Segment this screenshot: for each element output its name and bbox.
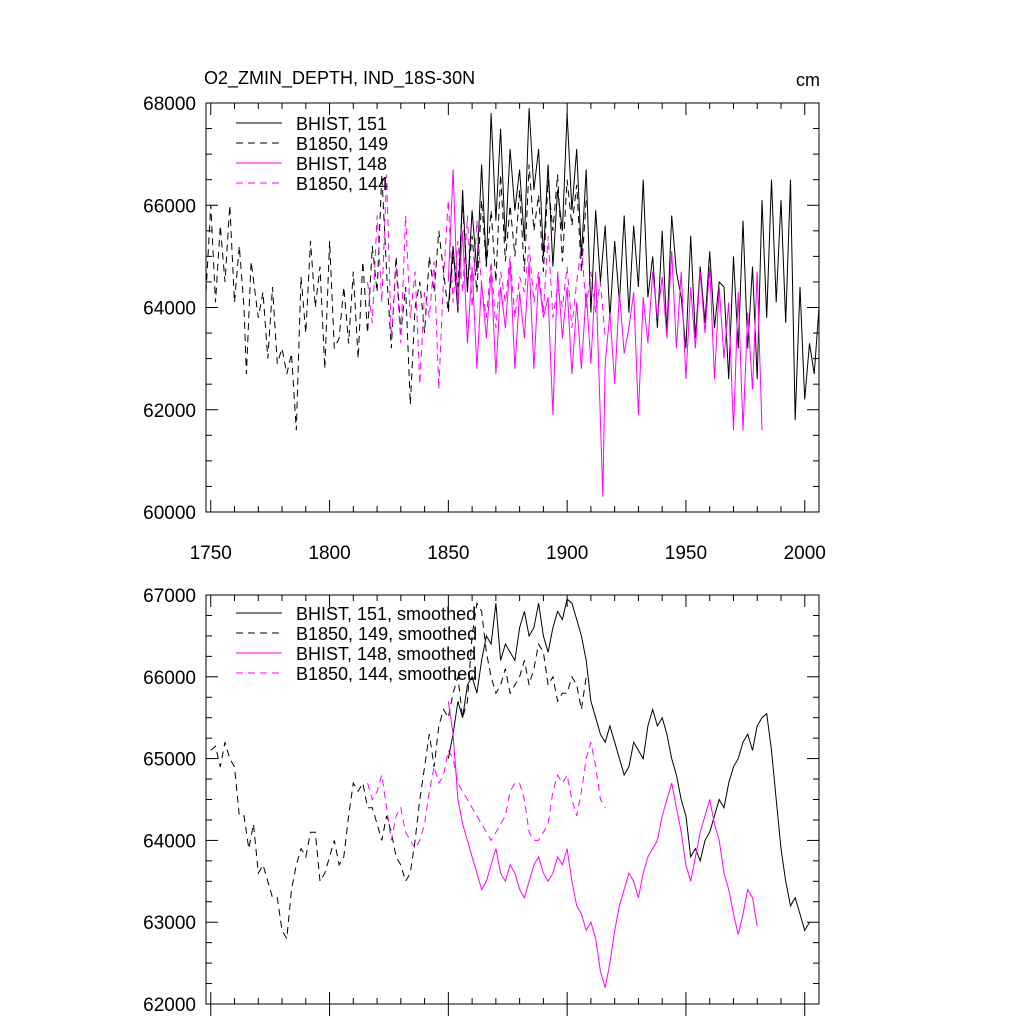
y-tick-label: 66000	[143, 668, 196, 689]
legend-label: BHIST, 148	[296, 154, 387, 174]
y-tick-label: 64000	[143, 299, 196, 320]
series-line	[205, 164, 587, 431]
axes: 60000 62000 64000 66000 68000 1750 1800 1850 190…	[143, 94, 826, 564]
x-tick-label: 1950	[665, 543, 707, 564]
x-tick-label: 2000	[784, 543, 826, 564]
series-group	[205, 108, 820, 497]
y-tick-label: 64000	[143, 831, 196, 852]
legend-label: B1850, 144, smoothed	[296, 664, 477, 684]
legend-label: B1850, 149, smoothed	[296, 624, 477, 644]
series-line	[367, 174, 606, 390]
y-tick-label: 62000	[143, 995, 196, 1016]
y-tick-label: 63000	[143, 913, 196, 934]
series-line	[447, 701, 758, 988]
legend-label: BHIST, 148, smoothed	[296, 644, 476, 664]
units-label: cm	[796, 70, 820, 90]
x-tick-label: 1800	[308, 543, 350, 564]
legend-label: BHIST, 151	[296, 114, 387, 134]
legend-label: BHIST, 151, smoothed	[296, 604, 476, 624]
y-tick-label: 62000	[143, 401, 196, 422]
series-group	[210, 598, 810, 988]
y-tick-label: 68000	[143, 94, 196, 115]
y-tick-label: 65000	[143, 750, 196, 771]
x-tick-label: 1900	[546, 543, 588, 564]
x-tick-label: 1750	[190, 543, 232, 564]
series-line	[447, 169, 763, 497]
y-tick-label: 67000	[143, 586, 196, 607]
series-line	[210, 601, 587, 941]
legend-label: B1850, 144	[296, 174, 388, 194]
axes: 62000 63000 64000 65000 66000 67000	[143, 586, 820, 1016]
series-line	[367, 742, 606, 850]
y-tick-label: 60000	[143, 503, 196, 524]
y-tick-label: 66000	[143, 196, 196, 217]
plot-title: O2_ZMIN_DEPTH, IND_18S-30N	[204, 68, 475, 89]
series-line	[447, 598, 810, 932]
bottom-panel: 62000 63000 64000 65000 66000 67000 BHIST, 15…	[143, 586, 820, 1016]
series-line	[447, 108, 820, 421]
top-panel: O2_ZMIN_DEPTH, IND_18S-30N cm 60000 62000…	[143, 68, 826, 564]
x-tick-label: 1850	[427, 543, 469, 564]
legend-label: B1850, 149	[296, 134, 388, 154]
